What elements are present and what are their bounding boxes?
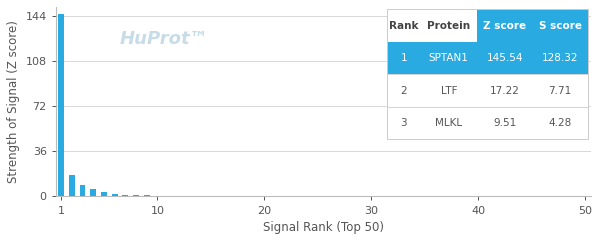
Text: S score: S score — [539, 21, 581, 31]
Bar — [58, 14, 64, 196]
Text: MLKL: MLKL — [435, 118, 463, 128]
Text: 4.28: 4.28 — [548, 118, 572, 128]
Bar — [101, 192, 107, 196]
Text: 9.51: 9.51 — [493, 118, 517, 128]
Bar — [69, 175, 75, 196]
Text: 145.54: 145.54 — [487, 53, 523, 63]
Bar — [80, 185, 85, 196]
Bar — [112, 194, 118, 196]
Text: 3: 3 — [400, 118, 407, 128]
X-axis label: Signal Rank (Top 50): Signal Rank (Top 50) — [263, 221, 384, 234]
Bar — [90, 189, 96, 196]
Text: 17.22: 17.22 — [490, 86, 520, 96]
Text: Z score: Z score — [484, 21, 526, 31]
Text: 7.71: 7.71 — [548, 86, 572, 96]
Text: 1: 1 — [400, 53, 407, 63]
Bar — [144, 195, 149, 196]
Bar — [122, 194, 128, 196]
Text: HuProt™: HuProt™ — [120, 30, 209, 48]
Text: 128.32: 128.32 — [542, 53, 578, 63]
Y-axis label: Strength of Signal (Z score): Strength of Signal (Z score) — [7, 20, 20, 183]
Text: Rank: Rank — [389, 21, 419, 31]
Text: 2: 2 — [400, 86, 407, 96]
Text: Protein: Protein — [427, 21, 470, 31]
Text: SPTAN1: SPTAN1 — [429, 53, 469, 63]
Text: LTF: LTF — [440, 86, 457, 96]
Bar — [133, 195, 139, 196]
